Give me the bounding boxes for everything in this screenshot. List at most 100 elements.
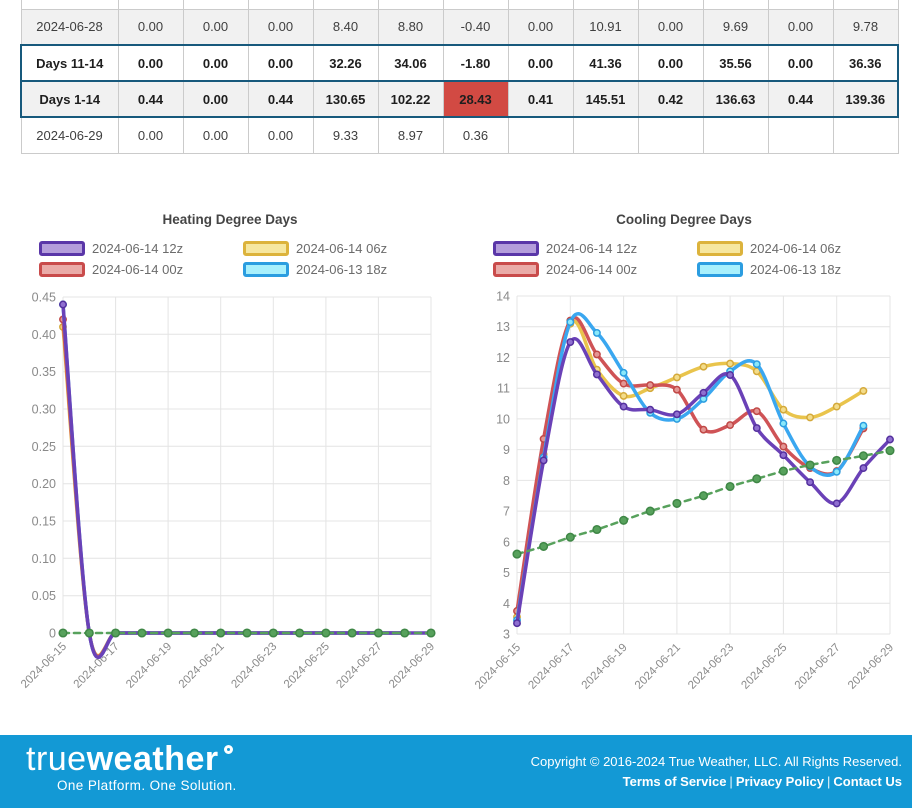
data-point (726, 359, 735, 368)
legend-label: 2024-06-13 18z (750, 262, 842, 277)
value-cell: 10.91 (572, 8, 639, 46)
copyright-text: Copyright © 2016-2024 True Weather, LLC.… (530, 754, 902, 769)
legend-item-2024-06-13-18z[interactable]: 2024-06-13 18z (243, 262, 421, 277)
legend-item-2024-06-14-00z[interactable]: 2024-06-14 00z (39, 262, 217, 277)
data-point (242, 628, 252, 638)
legend-label: 2024-06-14 12z (92, 241, 184, 256)
heating-chart-legend: 2024-06-14 12z 2024-06-14 06z 2024-06-14 0… (10, 241, 450, 284)
y-tick-label: 0.45 (32, 291, 56, 305)
value-cell: 102.22 (377, 80, 444, 118)
link-separator: | (729, 774, 733, 789)
data-point (566, 318, 575, 327)
value-cell: 0.00 (117, 116, 184, 154)
data-point (672, 410, 681, 419)
legend-item-2024-06-14-12z[interactable]: 2024-06-14 12z (493, 241, 671, 256)
value-cell: 136.63 (702, 80, 769, 118)
value-cell (637, 116, 704, 154)
footer-link-terms-of-service[interactable]: Terms of Service (622, 774, 727, 789)
data-point (672, 385, 681, 394)
value-cell: 0.00 (182, 116, 249, 154)
data-point (699, 425, 708, 434)
legend-swatch-icon (493, 241, 539, 256)
value-cell (832, 0, 899, 10)
data-point (137, 628, 147, 638)
legend-label: 2024-06-14 06z (750, 241, 842, 256)
table-row-2024-06-29: 2024-06-29 0.00 0.00 0.00 9.33 8.97 0.36 (20, 116, 899, 154)
value-cell: 35.56 (702, 44, 769, 82)
table-row-days-1-14: Days 1-14 0.44 0.00 0.44 130.65 102.22 28.43 0.… (20, 80, 899, 118)
value-cell: 0.00 (247, 116, 314, 154)
data-point (426, 628, 436, 638)
value-cell: 0.00 (767, 8, 834, 46)
data-point (295, 628, 305, 638)
value-cell: 0.00 (507, 44, 574, 82)
legend-swatch-icon (39, 262, 85, 277)
heating-degree-days-chart: Heating Degree Days 2024-06-14 12z 2024-0… (10, 212, 450, 701)
legend-row: 2024-06-14 12z 2024-06-14 06z (493, 241, 875, 256)
data-point (886, 435, 894, 444)
legend-item-2024-06-14-12z[interactable]: 2024-06-14 12z (39, 241, 217, 256)
value-cell: 0.00 (247, 44, 314, 82)
value-cell: 0.00 (182, 44, 249, 82)
data-point (752, 474, 762, 484)
legend-label: 2024-06-14 06z (296, 241, 388, 256)
footer-link-privacy-policy[interactable]: Privacy Policy (735, 774, 824, 789)
data-point (619, 368, 628, 377)
data-point (806, 478, 815, 487)
x-tick-label: 2024-06-29 (387, 641, 437, 691)
x-tick-label: 2024-06-29 (846, 642, 896, 692)
data-point (592, 370, 601, 379)
y-tick-label: 4 (503, 597, 510, 611)
footer-link-contact-us[interactable]: Contact Us (833, 774, 902, 789)
series-line-2024-06-14-12z (515, 337, 892, 625)
data-point (832, 455, 842, 465)
trueweather-logo[interactable]: trueweather One Platform. One Solution. (26, 741, 237, 793)
x-tick-label: 2024-06-17 (72, 641, 122, 691)
value-cell (442, 0, 509, 10)
x-tick-label: 2024-06-19 (124, 641, 174, 691)
data-point (111, 628, 121, 638)
value-cell: 0.44 (247, 80, 314, 118)
value-cell (702, 0, 769, 10)
legend-row: 2024-06-14 00z 2024-06-13 18z (39, 262, 421, 277)
legend-item-2024-06-14-00z[interactable]: 2024-06-14 00z (493, 262, 671, 277)
logo-tagline: One Platform. One Solution. (57, 778, 237, 793)
value-cell (637, 0, 704, 10)
legend-label: 2024-06-13 18z (296, 262, 388, 277)
data-point (832, 402, 841, 411)
value-cell: 36.36 (832, 44, 899, 82)
value-cell: -1.80 (442, 44, 509, 82)
legend-swatch-icon (493, 262, 539, 277)
legend-item-2024-06-13-18z[interactable]: 2024-06-13 18z (697, 262, 875, 277)
value-cell: 32.26 (312, 44, 379, 82)
legend-item-2024-06-14-06z[interactable]: 2024-06-14 06z (243, 241, 421, 256)
data-point (645, 506, 655, 516)
legend-label: 2024-06-14 00z (546, 262, 638, 277)
data-point (832, 499, 841, 508)
data-point (672, 498, 682, 508)
x-tick-label: 2024-06-21 (633, 642, 683, 692)
data-point (163, 628, 173, 638)
y-tick-label: 9 (503, 443, 510, 457)
data-point (373, 628, 383, 638)
value-cell: 0.00 (182, 8, 249, 46)
value-cell: 0.41 (507, 80, 574, 118)
y-tick-label: 0.35 (32, 365, 56, 379)
footer-text-block: Copyright © 2016-2024 True Weather, LLC.… (531, 754, 902, 789)
value-cell: 0.44 (767, 80, 834, 118)
value-cell: 130.65 (312, 80, 379, 118)
data-point (513, 619, 521, 628)
legend-item-2024-06-14-06z[interactable]: 2024-06-14 06z (697, 241, 875, 256)
data-point (858, 451, 868, 461)
data-point (58, 628, 68, 638)
value-cell: -0.40 (442, 8, 509, 46)
y-tick-label: 0.10 (32, 552, 56, 566)
legend-label: 2024-06-14 00z (92, 262, 184, 277)
value-cell: 0.42 (637, 80, 704, 118)
data-point (619, 391, 628, 400)
row-label-cell: Days 11-14 (20, 44, 119, 82)
y-tick-label: 0.15 (32, 515, 56, 529)
x-tick-label: 2024-06-19 (580, 642, 630, 692)
